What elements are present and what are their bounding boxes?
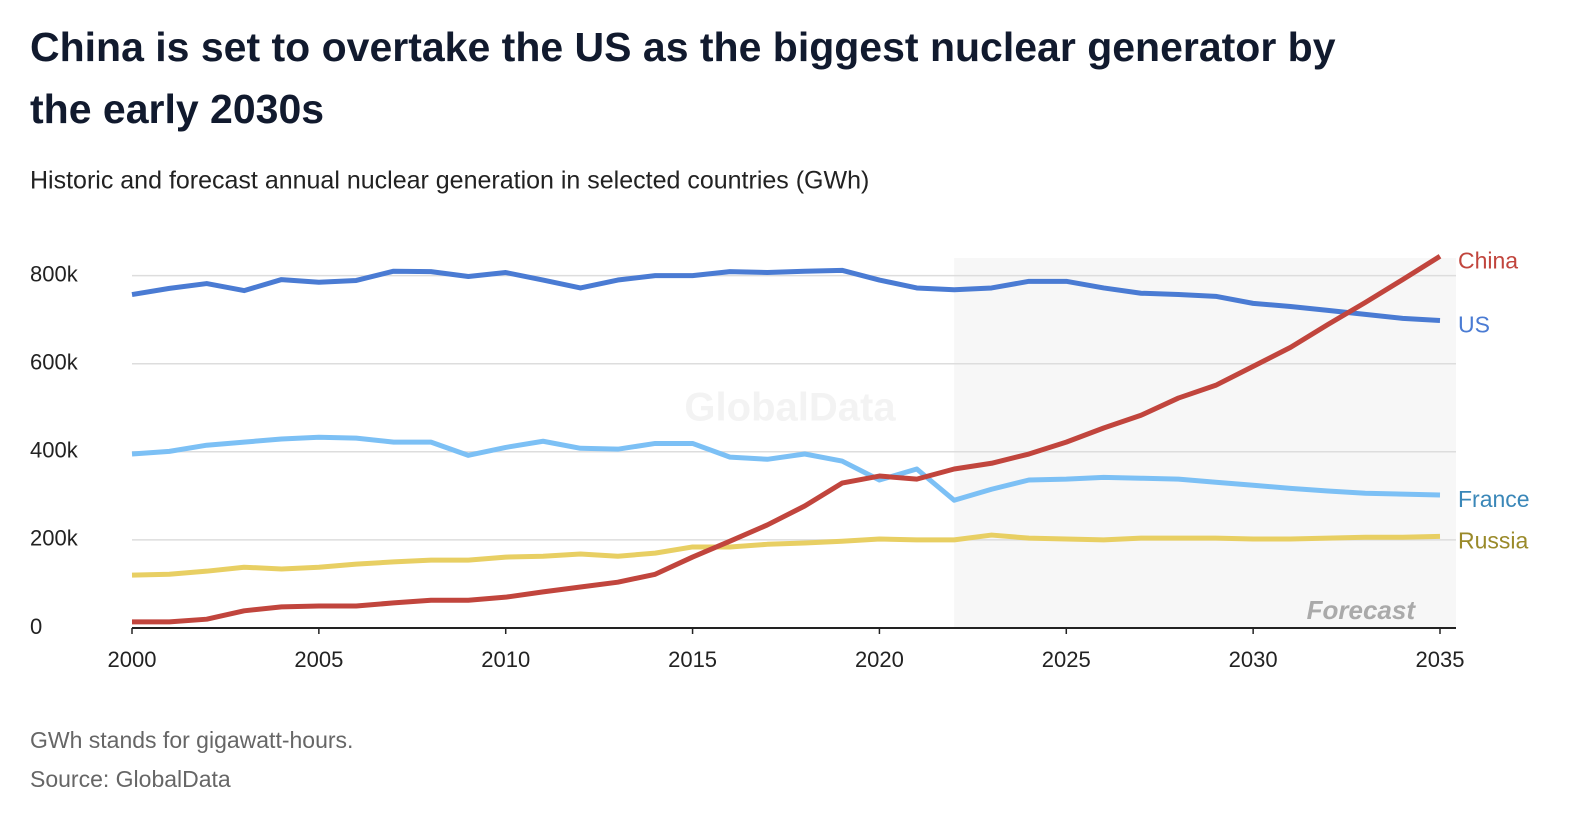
- forecast-region: [954, 258, 1456, 628]
- y-tick-label: 200k: [30, 526, 79, 551]
- source: Source: GlobalData: [30, 766, 231, 792]
- series-line: [131, 532, 1441, 578]
- x-tick-label: 2020: [855, 647, 904, 672]
- x-tick-label: 2025: [1042, 647, 1091, 672]
- y-tick-label: 600k: [30, 350, 79, 375]
- x-tick-label: 2000: [108, 647, 157, 672]
- chart-title: China is set to overtake the US as the b…: [30, 24, 1336, 132]
- y-tick-label: 400k: [30, 438, 79, 463]
- series-label: China: [1458, 247, 1518, 273]
- series-label: France: [1458, 486, 1530, 512]
- series-line: [131, 434, 1441, 503]
- x-tick-label: 2005: [294, 647, 343, 672]
- series-line: [132, 254, 1442, 625]
- x-tick-label: 2035: [1416, 647, 1465, 672]
- y-tick-label: 800k: [30, 261, 79, 286]
- series-line: [131, 267, 1441, 324]
- y-tick-label: 0: [30, 614, 42, 639]
- x-tick-label: 2030: [1229, 647, 1278, 672]
- forecast-label: Forecast: [1307, 595, 1417, 625]
- note: GWh stands for gigawatt-hours.: [30, 727, 353, 753]
- chart-subtitle: Historic and forecast annual nuclear gen…: [30, 167, 869, 195]
- watermark: GlobalData: [684, 386, 896, 430]
- x-tick-label: 2010: [481, 647, 530, 672]
- x-tick-label: 2015: [668, 647, 717, 672]
- series-label: Russia: [1458, 527, 1529, 553]
- series-label: US: [1458, 312, 1490, 338]
